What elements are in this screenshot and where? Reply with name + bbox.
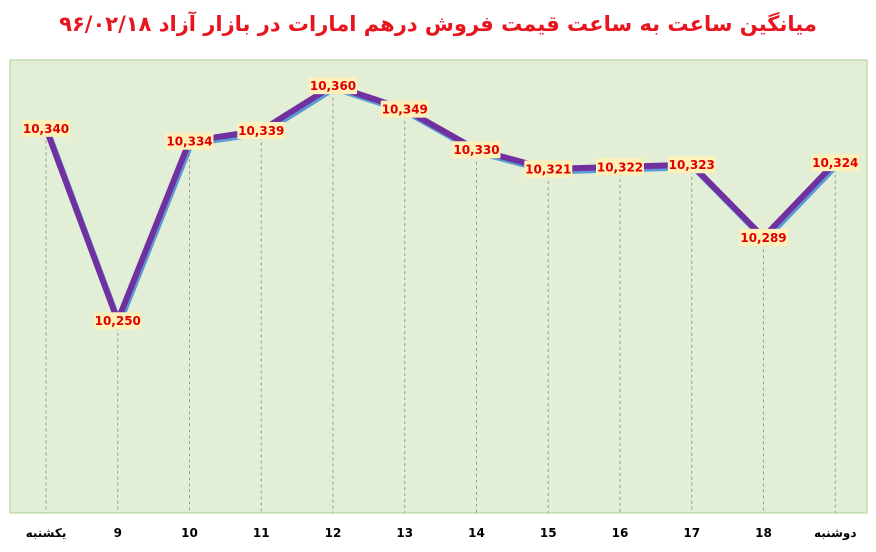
data-label-text: 10,349 <box>382 103 428 117</box>
data-label-bg <box>739 228 788 246</box>
x-tick-label: 17 <box>683 526 700 540</box>
data-label-text: 10,334 <box>166 135 212 149</box>
x-tick-label: 10 <box>181 526 198 540</box>
data-label-1: 10,250 <box>93 312 142 330</box>
data-label-11: 10,324 <box>811 154 860 172</box>
data-label-bg <box>93 312 142 330</box>
data-label-8: 10,322 <box>596 158 644 176</box>
gridlines <box>45 85 836 513</box>
series-line-main <box>43 82 839 324</box>
data-label-bg <box>452 141 501 159</box>
data-label-text: 10,324 <box>812 156 858 170</box>
x-tick-label: 13 <box>396 526 413 540</box>
data-label-text: 10,323 <box>669 158 715 172</box>
data-label-3: 10,339 <box>237 122 286 140</box>
x-tick-label: یکشنبه <box>26 526 67 540</box>
data-label-0: 10,340 <box>22 119 70 137</box>
x-tick-label: 11 <box>253 526 270 540</box>
data-label-text: 10,322 <box>597 160 643 174</box>
chart-title: میانگین ساعت به ساعت قیمت فروش درهم امار… <box>59 12 817 36</box>
data-labels: 10,340 10,250 10,334 10,339 10,360 10,349 10,3… <box>22 77 860 330</box>
plot-area <box>9 59 868 514</box>
x-tick-label: 14 <box>468 526 485 540</box>
data-label-text: 10,330 <box>453 143 499 157</box>
x-tick-label: 16 <box>612 526 629 540</box>
x-axis-ticks: یکشنبه 9 10 11 12 13 14 15 16 17 18 دوشنبه <box>26 526 857 541</box>
x-tick-label: 9 <box>114 526 122 540</box>
data-label-bg <box>237 122 286 140</box>
data-label-bg <box>22 119 70 137</box>
data-label-bg <box>165 132 214 150</box>
x-tick-label: 18 <box>755 526 772 540</box>
data-label-5: 10,349 <box>380 100 429 118</box>
data-label-6: 10,330 <box>452 141 501 159</box>
x-tick-label: 15 <box>540 526 557 540</box>
data-label-2: 10,334 <box>165 132 214 150</box>
data-label-text: 10,250 <box>95 314 141 328</box>
data-label-bg <box>309 77 357 95</box>
x-tick-label: دوشنبه <box>814 526 857 541</box>
data-label-text: 10,360 <box>310 79 356 93</box>
data-label-text: 10,340 <box>23 122 69 136</box>
data-label-bg <box>524 160 573 178</box>
data-label-4: 10,360 <box>309 77 357 95</box>
data-label-7: 10,321 <box>524 160 573 178</box>
data-label-9: 10,323 <box>667 156 716 174</box>
x-tick-label: 12 <box>325 526 342 540</box>
data-label-text: 10,289 <box>740 231 786 245</box>
data-label-text: 10,339 <box>238 124 284 138</box>
data-label-10: 10,289 <box>739 228 788 246</box>
data-label-bg <box>380 100 429 118</box>
data-label-text: 10,321 <box>525 162 571 176</box>
data-label-bg <box>811 154 860 172</box>
data-label-bg <box>596 158 644 176</box>
data-label-bg <box>667 156 716 174</box>
